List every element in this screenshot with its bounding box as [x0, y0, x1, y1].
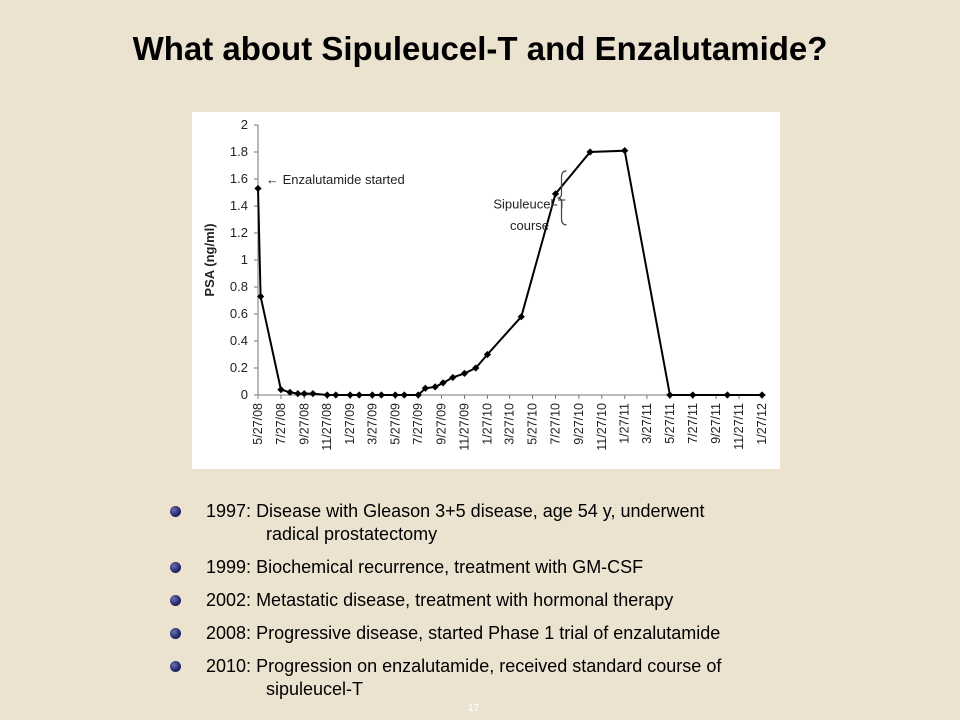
psa-data-point [294, 390, 302, 398]
psa-data-point [391, 391, 399, 399]
x-tick-label: 11/27/11 [732, 403, 746, 450]
bullet-dot-icon [170, 595, 181, 606]
psa-data-point [758, 391, 766, 399]
psa-data-point [414, 391, 422, 399]
psa-data-point [355, 391, 363, 399]
bullet-text: Biochemical recurrence, treatment with G… [256, 557, 644, 577]
y-tick-label: 1 [241, 252, 248, 267]
bullet-year: 1999: [206, 557, 252, 577]
psa-data-point [368, 391, 376, 399]
x-tick-label: 3/27/09 [365, 403, 379, 445]
psa-data-point [621, 147, 629, 155]
y-tick-label: 1.6 [230, 171, 248, 186]
bullet-dot-icon [170, 506, 181, 517]
y-tick-label: 1.8 [230, 144, 248, 159]
x-tick-label: 7/27/10 [549, 403, 563, 445]
psa-data-point [449, 373, 457, 382]
y-tick-label: 0.4 [230, 333, 248, 348]
bullet-text: Progressive disease, started Phase 1 tri… [256, 623, 721, 643]
psa-data-point [286, 388, 294, 396]
bullet-text-continuation: sipuleucel-T [266, 679, 364, 699]
bullet-text: Disease with Gleason 3+5 disease, age 54… [256, 501, 705, 521]
bullet-year: 2002: [206, 590, 252, 610]
psa-data-point [551, 190, 560, 198]
bullet-item: 1997: Disease with Gleason 3+5 disease, … [168, 500, 868, 546]
page-number: 17 [468, 703, 480, 714]
y-tick-label: 0.6 [230, 306, 248, 321]
bullet-dot-icon [170, 661, 181, 672]
x-tick-label: 5/27/10 [526, 403, 540, 445]
psa-data-point [723, 391, 731, 399]
bullet-item: 2008: Progressive disease, started Phase… [168, 622, 868, 645]
y-tick-label: 0 [241, 387, 248, 402]
bullet-year: 1997: [206, 501, 252, 521]
annotation-sipuleucel-t: Sipuleucel-T [493, 196, 565, 211]
psa-data-point [586, 148, 594, 156]
x-tick-label: 9/27/09 [435, 403, 449, 445]
x-tick-label: 1/27/09 [343, 403, 357, 445]
x-tick-label: 9/27/11 [709, 403, 723, 444]
bullet-year: 2008: [206, 623, 252, 643]
psa-data-point [323, 391, 331, 399]
bullet-dot-icon [170, 562, 181, 573]
psa-data-point [254, 184, 262, 193]
psa-data-point [689, 391, 697, 399]
psa-data-point [346, 391, 354, 399]
bullet-item: 2002: Metastatic disease, treatment with… [168, 589, 868, 612]
y-tick-label: 0.2 [230, 360, 248, 375]
bullet-text: Progression on enzalutamide, received st… [256, 656, 722, 676]
y-tick-label: 1.4 [230, 198, 248, 213]
bullet-item: 2010: Progression on enzalutamide, recei… [168, 655, 868, 701]
psa-data-point [517, 313, 525, 321]
x-tick-label: 3/27/10 [503, 403, 517, 445]
y-tick-label: 1.2 [230, 225, 248, 240]
x-tick-label: 7/27/08 [274, 403, 288, 445]
psa-data-point [460, 369, 469, 377]
x-tick-label: 9/27/10 [572, 403, 586, 445]
bullet-text: Metastatic disease, treatment with hormo… [256, 590, 674, 610]
x-tick-label: 9/27/08 [297, 403, 311, 445]
x-tick-label: 7/27/11 [686, 403, 700, 444]
y-tick-label: 2 [241, 117, 248, 132]
psa-data-point [431, 383, 439, 391]
x-tick-label: 3/27/11 [640, 403, 654, 444]
psa-data-point [332, 391, 340, 399]
x-tick-label: 11/27/08 [320, 403, 334, 451]
x-tick-label: 1/27/12 [755, 403, 769, 445]
x-tick-label: 5/27/09 [388, 403, 402, 445]
psa-data-point [300, 390, 308, 398]
x-tick-label: 11/27/09 [457, 403, 471, 451]
psa-data-point [472, 364, 480, 372]
psa-data-point [309, 390, 317, 398]
psa-chart: 0 0.2 0.4 0.6 0.8 1 1.2 1.4 1.6 1.8 2 PSA (ng/ml) 5/… [192, 112, 780, 469]
x-tick-label: 11/27/10 [595, 403, 609, 451]
y-axis-title: PSA (ng/ml) [202, 223, 217, 296]
psa-data-point [483, 350, 492, 359]
psa-data-point [377, 391, 385, 399]
psa-series-line [257, 149, 762, 396]
y-tick-label: 0.8 [230, 279, 248, 294]
x-tick-label: 5/27/08 [251, 403, 265, 445]
bullet-list: 1997: Disease with Gleason 3+5 disease, … [168, 500, 868, 711]
psa-chart-svg: 0 0.2 0.4 0.6 0.8 1 1.2 1.4 1.6 1.8 2 PSA (ng/ml) 5/… [202, 117, 769, 451]
psa-data-point [666, 391, 674, 399]
bullet-text-continuation: radical prostatectomy [266, 524, 438, 544]
x-tick-label: 1/27/10 [480, 403, 494, 445]
slide-title: What about Sipuleucel-T and Enzalutamide… [132, 30, 828, 67]
x-tick-label: 5/27/11 [663, 403, 677, 444]
bullet-dot-icon [170, 628, 181, 639]
annotation-course: course [510, 218, 549, 233]
psa-data-point [400, 391, 408, 399]
psa-data-point [439, 379, 447, 387]
bullet-item: 1999: Biochemical recurrence, treatment … [168, 556, 868, 579]
annotation-enzalutamide-started: ← Enzalutamide started [266, 172, 405, 187]
bullet-year: 2010: [206, 656, 252, 676]
psa-data-point [277, 386, 285, 394]
x-tick-label: 1/27/11 [618, 403, 632, 444]
x-tick-label: 7/27/09 [411, 403, 425, 445]
